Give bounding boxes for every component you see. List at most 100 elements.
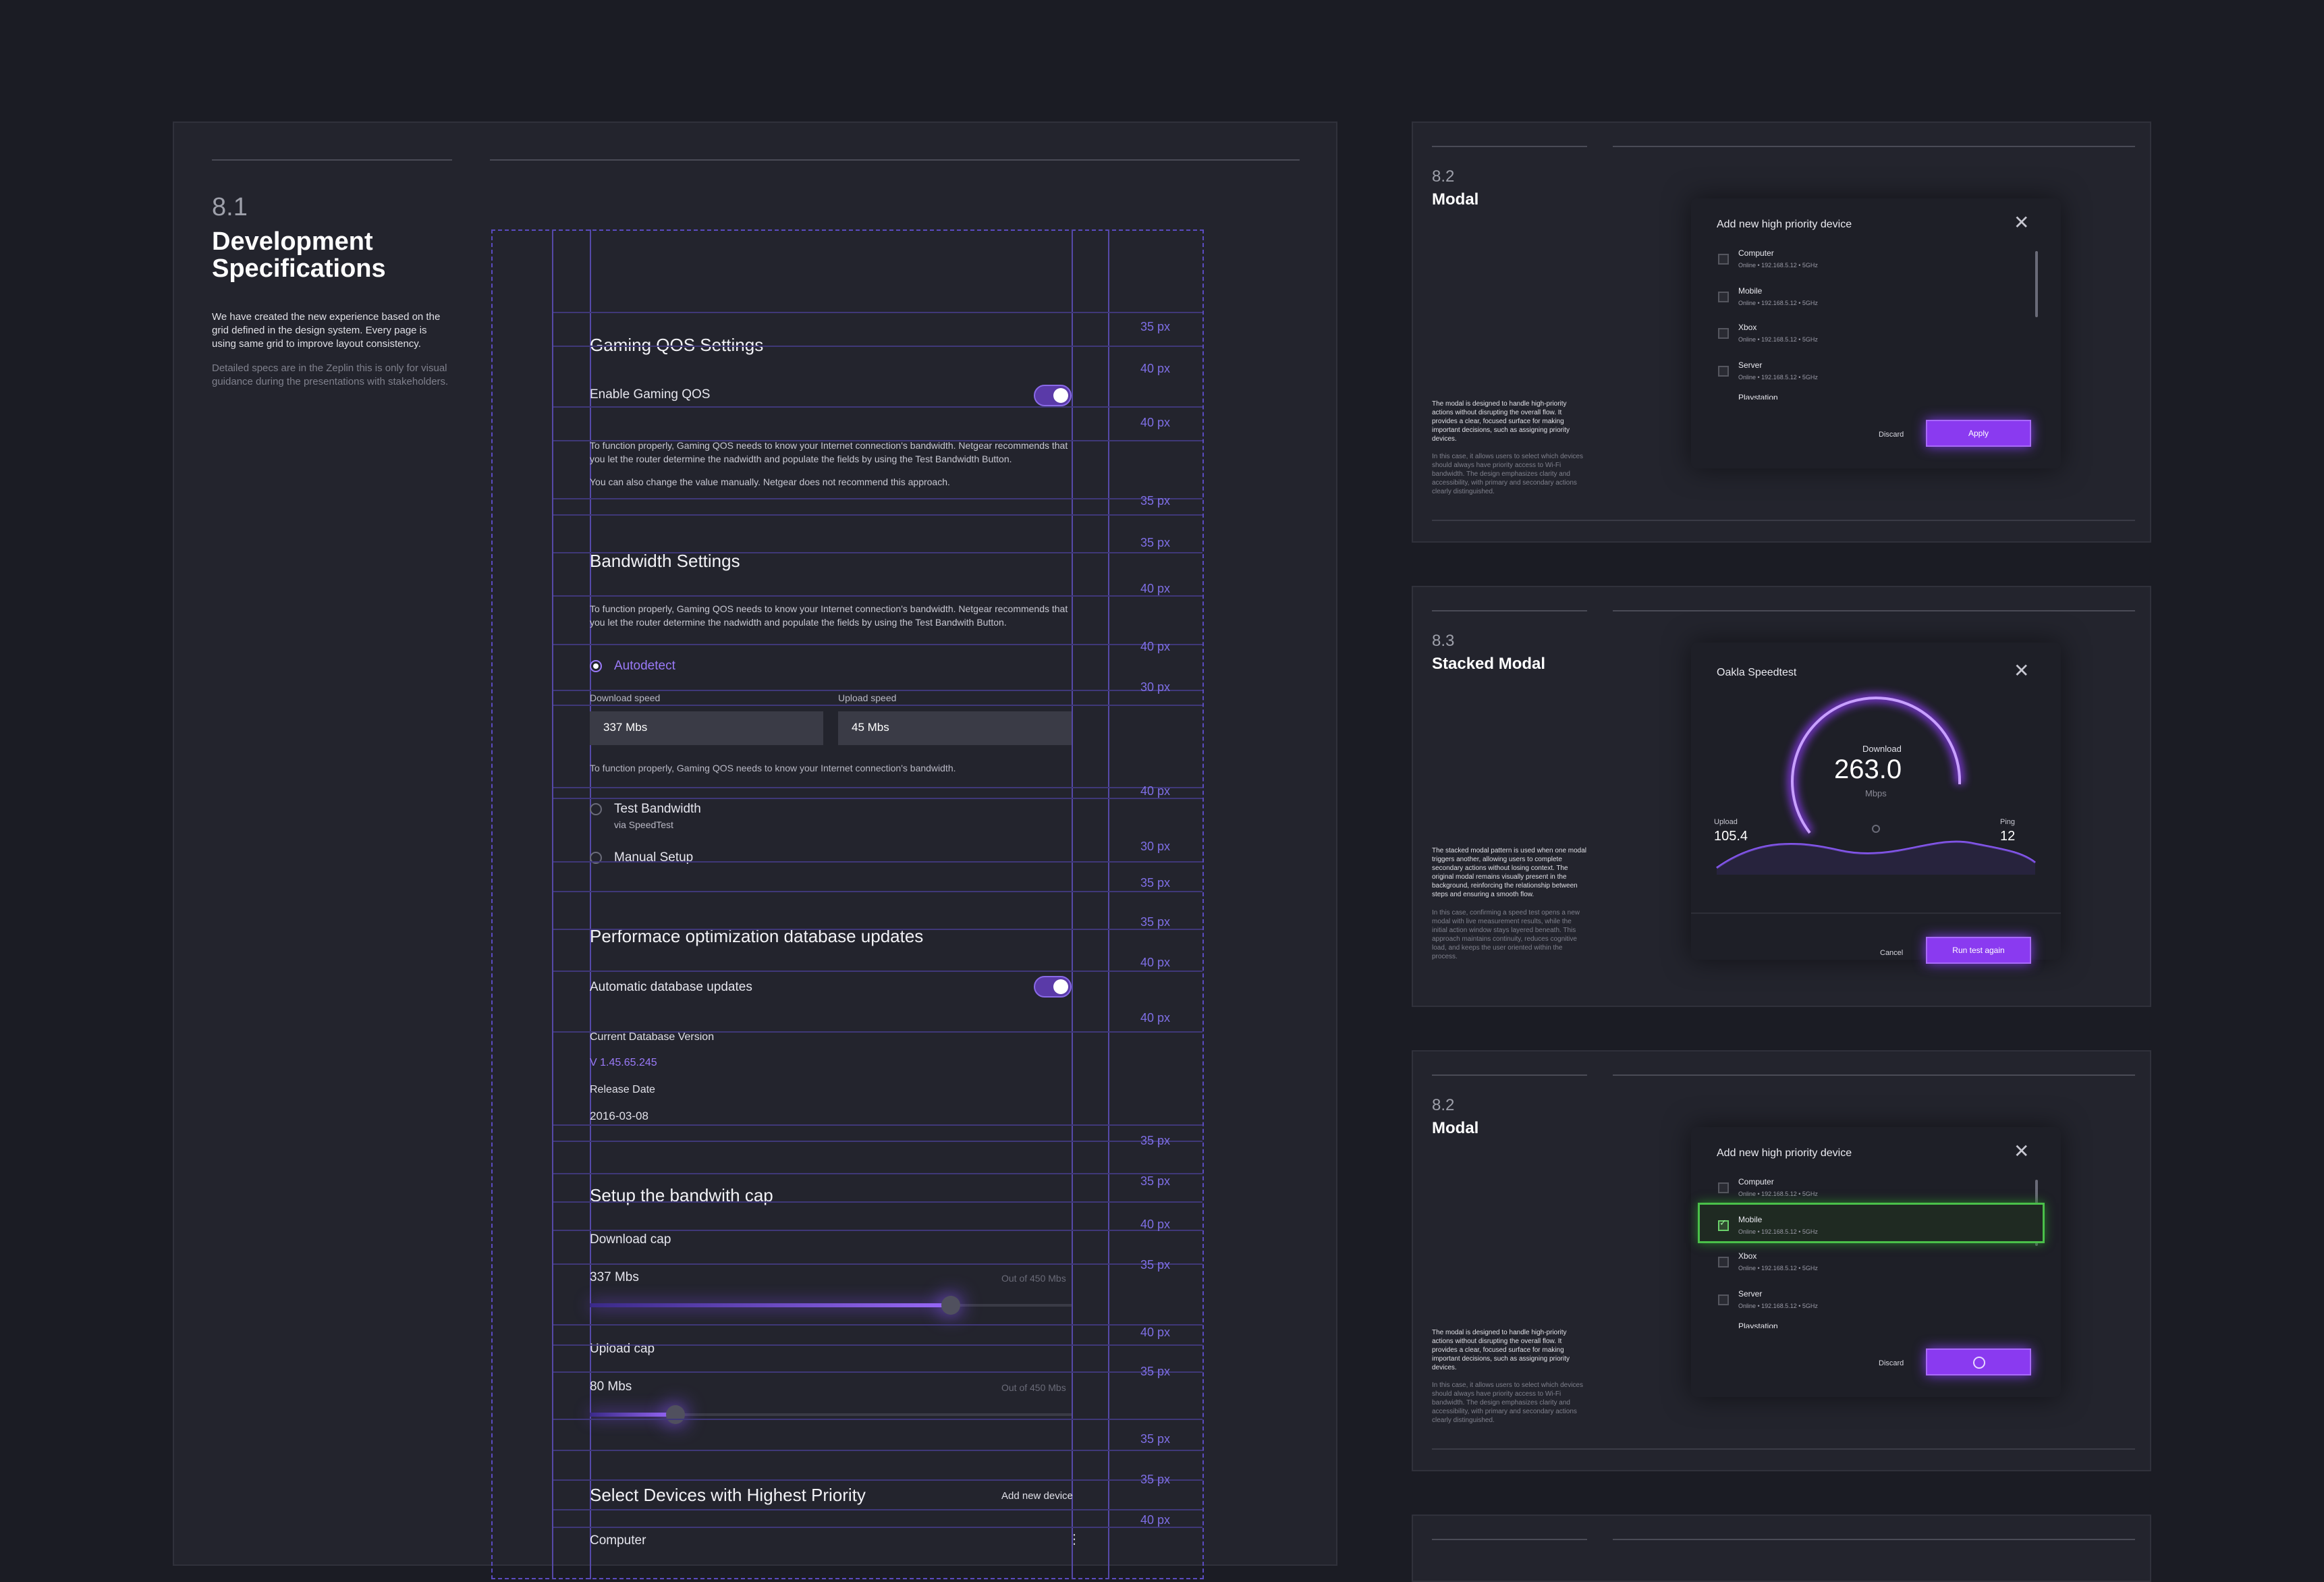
upload-cap-thumb[interactable]: [666, 1405, 686, 1424]
divider: [1432, 1074, 1587, 1076]
close-icon[interactable]: ✕: [2014, 1141, 2030, 1162]
upload-speed-field[interactable]: 45 Mbs: [838, 711, 1072, 745]
device-name: Mobile: [1738, 286, 1763, 296]
device-checkbox-checked[interactable]: [1718, 1220, 1729, 1231]
device-row-computer[interactable]: Computer: [590, 1533, 646, 1548]
grid-row-line: [553, 312, 1202, 313]
spacing-label: 35 px: [1140, 1473, 1171, 1486]
cancel-button[interactable]: Cancel: [1880, 949, 1904, 957]
add-device-link[interactable]: Add new device: [1001, 1490, 1073, 1502]
spacing-label: 35 px: [1140, 1432, 1171, 1446]
grid-column-line: [552, 229, 553, 1579]
grid-row-line: [553, 552, 1202, 553]
device-checkbox[interactable]: [1718, 366, 1729, 377]
spacing-label: 40 px: [1140, 956, 1171, 969]
section-title: Modal: [1432, 1119, 1479, 1137]
note-text: Detailed specs are in the Zeplin this is…: [212, 362, 449, 387]
grid-row-line: [553, 1450, 1202, 1451]
auto-db-label: Automatic database updates: [590, 980, 752, 994]
section-number: 8.1: [212, 193, 248, 221]
device-checkbox[interactable]: [1718, 1257, 1729, 1267]
grid-row-line: [553, 1230, 1202, 1231]
autodetect-label: Autodetect: [614, 659, 675, 673]
enable-gaming-toggle[interactable]: [1034, 385, 1072, 406]
download-label: Download: [1862, 744, 1902, 754]
device-meta: Online • 192.168.5.12 • 5GHz: [1738, 336, 1818, 343]
section-title: Development Specifications: [212, 228, 386, 282]
download-speed-label: Download speed: [590, 692, 661, 703]
run-test-button[interactable]: Run test again: [1926, 937, 2031, 964]
upload-cap-fill: [590, 1413, 676, 1417]
bandwidth-heading: Bandwidth Settings: [590, 551, 740, 571]
divider: [1432, 610, 1587, 611]
upload-cap-track[interactable]: [590, 1413, 1072, 1416]
spacing-label: 35 px: [1140, 915, 1171, 929]
gaming-description: To function properly, Gaming QOS needs t…: [590, 440, 1068, 464]
dialog-title: Add new high priority device: [1717, 1147, 1852, 1159]
download-cap-value: 337 Mbs: [590, 1270, 639, 1284]
db-version-label: Current Database Version: [590, 1031, 715, 1043]
section-title: Stacked Modal: [1432, 655, 1546, 673]
test-bandwidth-radio[interactable]: [590, 803, 602, 815]
auto-db-toggle[interactable]: [1034, 976, 1072, 998]
device-name-partial: Playstation: [1738, 393, 1778, 400]
test-bandwidth-sub: via SpeedTest: [614, 819, 673, 830]
close-icon[interactable]: ✕: [2014, 212, 2030, 233]
grid-column-line: [1072, 229, 1073, 1579]
download-value: 263.0: [1834, 755, 1902, 784]
download-cap-max: Out of 450 Mbs: [1001, 1273, 1066, 1284]
discard-button[interactable]: Discard: [1879, 1359, 1904, 1367]
spacing-label: 40 px: [1140, 1326, 1171, 1339]
spacing-label: 40 px: [1140, 1513, 1171, 1527]
modal-description-dim: In this case, it allows users to select …: [1432, 453, 1583, 495]
discard-button[interactable]: Discard: [1879, 431, 1904, 439]
spacing-label: 35 px: [1140, 1258, 1171, 1272]
grid-row-line: [553, 798, 1202, 799]
device-checkbox[interactable]: [1718, 1182, 1729, 1193]
device-checkbox[interactable]: [1718, 328, 1729, 339]
download-cap-thumb[interactable]: [941, 1296, 960, 1315]
upload-cap-max: Out of 450 Mbs: [1001, 1382, 1066, 1393]
section-number: 8.2: [1432, 1096, 1455, 1114]
spacing-label: 40 px: [1140, 1218, 1171, 1231]
grid-row-line: [553, 705, 1202, 706]
upload-label: Upload: [1714, 818, 1738, 826]
divider: [212, 159, 452, 161]
speed-graph-fill: [1717, 842, 2035, 875]
spacing-label: 30 px: [1140, 840, 1171, 853]
device-name-partial: Playstation: [1738, 1321, 1778, 1328]
more-icon[interactable]: ⋮: [1068, 1532, 1081, 1547]
device-checkbox[interactable]: [1718, 292, 1729, 302]
scrollbar[interactable]: [2035, 251, 2038, 317]
selected-device-row[interactable]: [1698, 1203, 2045, 1243]
manual-setup-radio[interactable]: [590, 852, 602, 864]
divider: [1432, 146, 1587, 147]
device-name: Computer: [1738, 1177, 1774, 1186]
dialog-title: Add new high priority device: [1717, 219, 1852, 230]
grid-row-line: [553, 406, 1202, 408]
grid-bounds: [491, 229, 1204, 1579]
spacing-label: 35 px: [1140, 494, 1171, 508]
loading-button[interactable]: [1926, 1348, 2031, 1375]
download-unit: Mbps: [1865, 788, 1887, 798]
test-bandwidth-label: Test Bandwidth: [614, 802, 701, 816]
stacked-modal-panel: 8.3 Stacked Modal The stacked modal patt…: [1412, 586, 2151, 1007]
autodetect-radio[interactable]: [590, 660, 602, 672]
spacing-label: 35 px: [1140, 536, 1171, 549]
device-checkbox[interactable]: [1718, 254, 1729, 265]
spacing-label: 40 px: [1140, 1011, 1171, 1025]
device-checkbox[interactable]: [1718, 1294, 1729, 1305]
toggle-knob: [1053, 388, 1068, 403]
modal-description-dim: In this case, it allows users to select …: [1432, 1382, 1583, 1424]
section-number: 8.2: [1432, 167, 1455, 186]
spacing-label: 35 px: [1140, 1365, 1171, 1378]
download-speed-field[interactable]: 337 Mbs: [590, 711, 823, 745]
toggle-knob: [1053, 979, 1068, 994]
gaming-heading: Gaming QOS Settings: [590, 335, 764, 355]
db-version-value: V 1.45.65.245: [590, 1057, 657, 1068]
spacing-label: 35 px: [1140, 320, 1171, 333]
apply-button[interactable]: Apply: [1926, 420, 2031, 447]
grid-row-line: [553, 1173, 1202, 1174]
close-icon[interactable]: ✕: [2014, 660, 2030, 681]
bandwidth-description: To function properly, Gaming QOS needs t…: [590, 603, 1068, 628]
